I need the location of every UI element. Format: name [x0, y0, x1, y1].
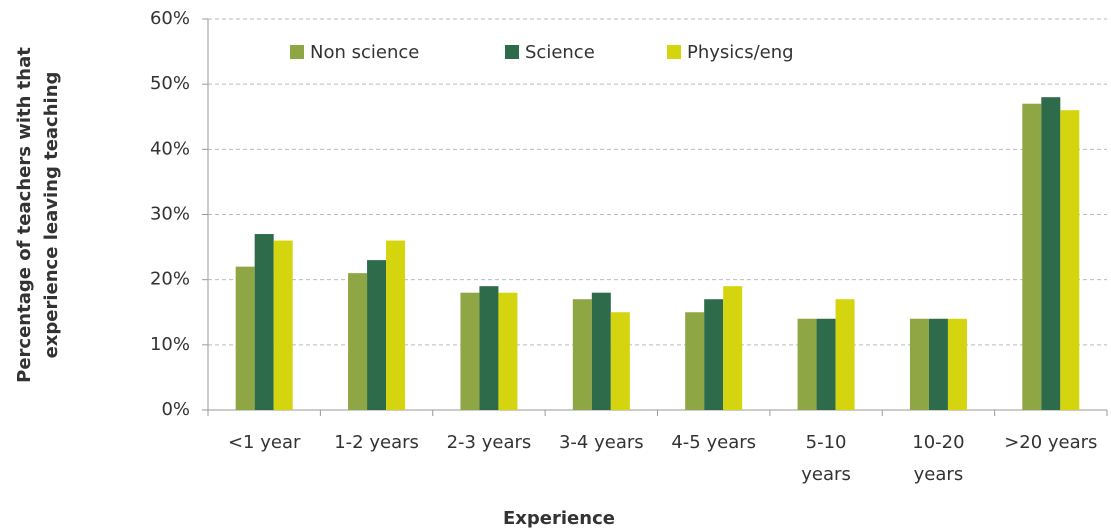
legend-swatch [290, 45, 304, 59]
bar [572, 299, 592, 410]
x-tick-label: 1-2 years [334, 432, 419, 453]
y-tick-label: 50% [150, 73, 190, 94]
bar [348, 273, 368, 410]
bar [909, 318, 929, 410]
bar [498, 292, 518, 410]
legend-swatch [667, 45, 681, 59]
y-axis-title: experience leaving teaching [41, 72, 62, 359]
bar [816, 318, 836, 410]
y-tick-label: 30% [150, 204, 190, 225]
x-tick-label: 5-10 years [801, 432, 851, 485]
x-tick-label: 4-5 years [671, 432, 756, 453]
x-tick-label: 3-4 years [559, 432, 644, 453]
bar [479, 286, 499, 410]
bar [1022, 103, 1042, 410]
bar [723, 286, 743, 410]
bar [386, 240, 406, 410]
bar [797, 318, 817, 410]
x-axis-title: Experience [503, 508, 615, 529]
bar [367, 260, 387, 410]
y-tick-label: 10% [150, 334, 190, 355]
bar [685, 312, 705, 410]
x-tick-label: 10-20 years [912, 432, 964, 485]
bar [273, 240, 293, 410]
bar [835, 299, 855, 410]
bar [1060, 110, 1080, 410]
y-tick-label: 40% [150, 138, 190, 159]
bar [460, 292, 480, 410]
bar [704, 299, 724, 410]
legend-label: Science [525, 42, 595, 63]
y-tick-label: 20% [150, 269, 190, 290]
y-tick-label: 0% [161, 399, 190, 420]
legend-label: Physics/eng [687, 42, 794, 63]
bar [1041, 97, 1061, 410]
bar [254, 234, 274, 410]
y-axis-title: Percentage of teachers with that [14, 47, 35, 383]
legend-swatch [505, 45, 519, 59]
bar [947, 318, 967, 410]
bar [591, 292, 611, 410]
bar [610, 312, 630, 410]
bar [928, 318, 948, 410]
x-tick-label: <1 year [228, 432, 301, 453]
x-tick-label: 2-3 years [447, 432, 532, 453]
y-tick-label: 60% [150, 8, 190, 29]
legend-label: Non science [310, 42, 419, 63]
bar [235, 266, 255, 410]
x-tick-label: >20 years [1004, 432, 1097, 453]
